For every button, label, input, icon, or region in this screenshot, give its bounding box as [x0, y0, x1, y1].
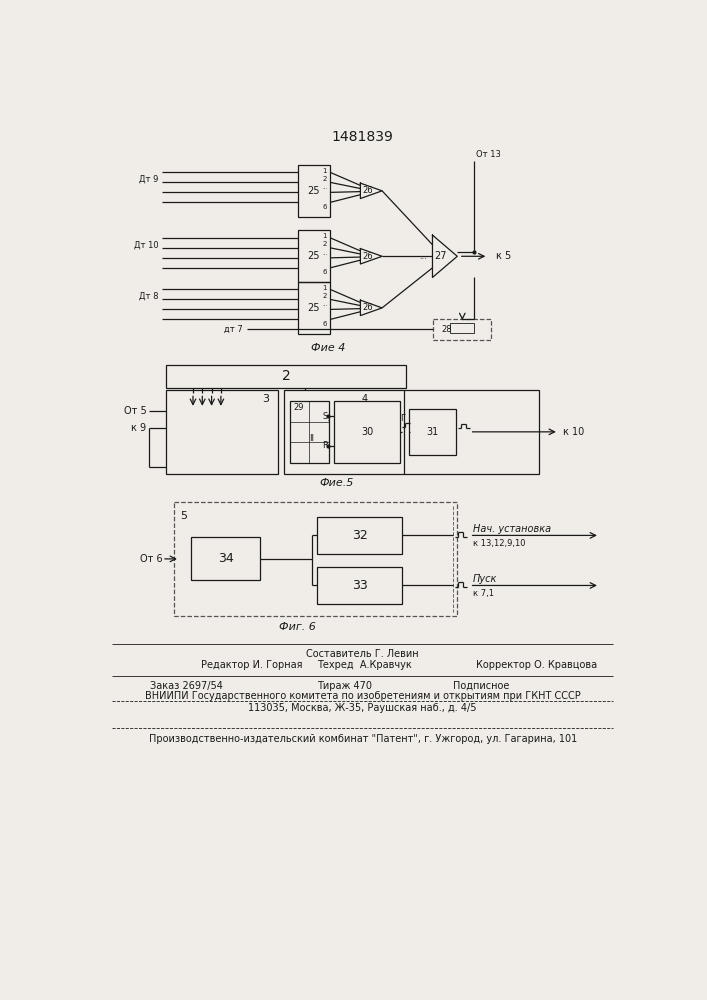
Text: 113035, Москва, Ж-35, Раушская наб., д. 4/5: 113035, Москва, Ж-35, Раушская наб., д. …	[248, 703, 477, 713]
Text: 2: 2	[322, 241, 327, 247]
Text: ...: ...	[322, 251, 327, 256]
Bar	[334, 401, 400, 463]
Text: 30: 30	[361, 427, 373, 437]
Text: От 5: От 5	[124, 406, 146, 416]
Text: Редактор И. Горная: Редактор И. Горная	[201, 660, 303, 670]
Text: дт 7: дт 7	[224, 325, 243, 334]
Text: 1: 1	[322, 168, 327, 174]
Text: 31: 31	[426, 427, 438, 437]
Text: Пуск: Пуск	[473, 574, 497, 584]
Text: ...: ...	[419, 252, 427, 261]
Text: Г: Г	[400, 414, 406, 423]
Text: 33: 33	[352, 579, 368, 592]
Bar	[433, 319, 491, 340]
Text: От 13: От 13	[476, 150, 501, 159]
Text: 26: 26	[362, 252, 373, 261]
Bar	[317, 567, 402, 604]
Text: 2: 2	[322, 176, 327, 182]
Text: Дт 10: Дт 10	[134, 240, 158, 249]
Text: 5: 5	[180, 511, 187, 521]
Text: 1481839: 1481839	[332, 130, 394, 144]
Text: Подписное: Подписное	[452, 681, 509, 691]
Text: Заказ 2697/54: Заказ 2697/54	[151, 681, 223, 691]
Text: Производственно-издательский комбинат "Патент", г. Ужгород, ул. Гагарина, 101: Производственно-издательский комбинат "П…	[148, 734, 577, 744]
Text: Тираж 470: Тираж 470	[317, 681, 372, 691]
Text: 26: 26	[362, 303, 373, 312]
Bar	[174, 502, 457, 616]
Text: От 6: От 6	[140, 554, 163, 564]
Bar	[290, 401, 329, 463]
Text: 2: 2	[322, 293, 327, 299]
Text: к 13,12,9,10: к 13,12,9,10	[473, 539, 525, 548]
Text: 1: 1	[322, 285, 327, 291]
Text: 1: 1	[322, 233, 327, 239]
Text: Фие.5: Фие.5	[319, 478, 354, 488]
Text: Техред  А.Кравчук: Техред А.Кравчук	[317, 660, 411, 670]
Bar	[298, 165, 330, 217]
Text: Нач. установка: Нач. установка	[473, 524, 551, 534]
Text: к 10: к 10	[563, 427, 584, 437]
Text: Фиг. 6: Фиг. 6	[279, 622, 316, 632]
Text: R: R	[322, 441, 328, 450]
Bar	[166, 389, 279, 474]
Text: ...: ...	[322, 185, 327, 190]
Text: Дт 9: Дт 9	[139, 175, 158, 184]
Bar	[166, 365, 406, 388]
Bar	[298, 282, 330, 334]
Bar	[450, 323, 474, 333]
Text: 25: 25	[308, 186, 320, 196]
Text: 6: 6	[322, 321, 327, 327]
Text: 27: 27	[435, 251, 447, 261]
Text: Составитель Г. Левин: Составитель Г. Левин	[306, 649, 419, 659]
Text: Корректор О. Кравцова: Корректор О. Кравцова	[476, 660, 597, 670]
Text: Фие 4: Фие 4	[312, 343, 346, 353]
Text: 34: 34	[218, 552, 233, 565]
Text: 25: 25	[308, 251, 320, 261]
Text: ...: ...	[322, 302, 327, 307]
Text: к 9: к 9	[132, 423, 146, 433]
Text: 6: 6	[322, 269, 327, 275]
Text: к 5: к 5	[496, 251, 511, 261]
Bar	[409, 409, 456, 455]
Text: 2: 2	[281, 369, 291, 383]
Text: 26: 26	[362, 186, 373, 195]
Text: 32: 32	[352, 529, 368, 542]
Bar	[191, 537, 260, 580]
Text: 28: 28	[441, 325, 452, 334]
Text: ВНИИПИ Государственного комитета по изобретениям и открытиям при ГКНТ СССР: ВНИИПИ Государственного комитета по изоб…	[145, 691, 580, 701]
Text: 6: 6	[322, 204, 327, 210]
Text: S: S	[322, 412, 328, 421]
Text: 4: 4	[362, 394, 368, 404]
Bar	[298, 230, 330, 282]
Text: II: II	[309, 434, 314, 443]
Text: 29: 29	[293, 403, 303, 412]
Text: Дт 8: Дт 8	[139, 292, 158, 301]
Bar	[284, 389, 539, 474]
Text: 25: 25	[308, 303, 320, 313]
Text: к 7,1: к 7,1	[473, 589, 493, 598]
Bar	[317, 517, 402, 554]
Text: 3: 3	[262, 394, 269, 404]
